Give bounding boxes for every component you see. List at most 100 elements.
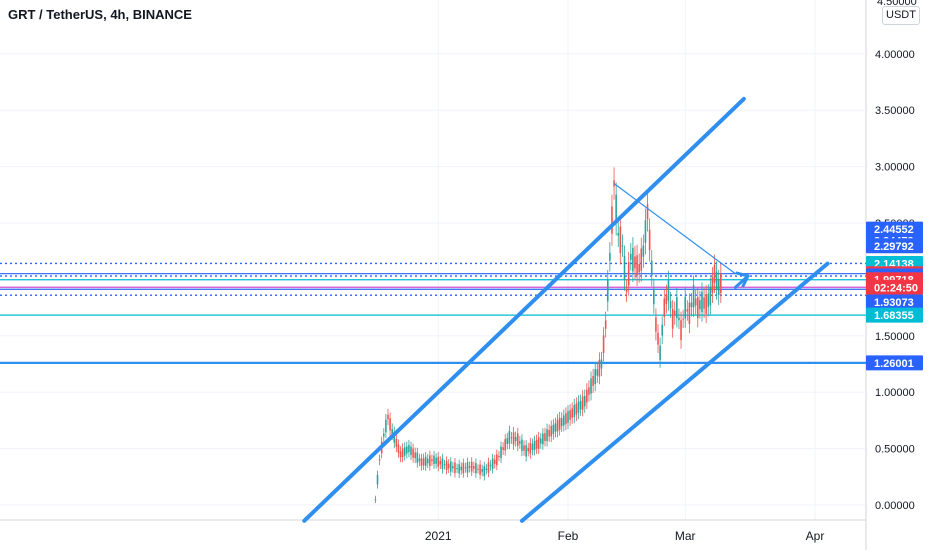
candle-body xyxy=(395,439,398,447)
candle-body xyxy=(458,464,460,474)
candle-body xyxy=(454,462,456,474)
candle-body xyxy=(640,248,643,271)
candle-body xyxy=(378,459,381,461)
candle-body xyxy=(629,253,632,260)
candle-body xyxy=(473,466,475,469)
price-tag xyxy=(866,294,923,310)
candle-body xyxy=(391,428,393,435)
triangle-trendline xyxy=(613,183,736,275)
candle-body xyxy=(625,289,628,293)
candle-body xyxy=(508,431,511,444)
candle-body xyxy=(609,252,611,261)
candle-body xyxy=(420,458,423,466)
candle-body xyxy=(665,294,668,304)
candle-body xyxy=(439,461,442,465)
candle-body xyxy=(491,458,494,469)
candle-body xyxy=(619,226,622,254)
breakout-arrowhead xyxy=(735,271,750,288)
candle-body xyxy=(422,458,425,466)
candle-body xyxy=(514,436,517,442)
price-tag xyxy=(866,221,923,237)
y-tick-label: 0.50000 xyxy=(875,444,915,456)
candle-body xyxy=(483,466,486,477)
candle-body xyxy=(481,469,483,472)
candle-body xyxy=(581,396,584,410)
candle-body xyxy=(556,419,559,432)
candle-body xyxy=(671,309,674,329)
candle-body xyxy=(516,433,519,446)
candle-body xyxy=(416,452,419,463)
candle-body xyxy=(433,455,435,465)
candle-body xyxy=(632,247,634,272)
candle-body xyxy=(621,245,624,247)
candle-body xyxy=(604,320,607,329)
y-tick-label: 3.00000 xyxy=(875,162,915,174)
candle-body xyxy=(596,369,599,376)
candle-body xyxy=(575,403,578,415)
candle-body xyxy=(529,442,532,454)
candle-body xyxy=(445,461,448,470)
candle-body xyxy=(569,410,571,420)
candle-body xyxy=(429,455,431,466)
candle-body xyxy=(598,359,601,377)
candle-body xyxy=(470,461,473,472)
candle-body xyxy=(410,446,412,456)
candle-body xyxy=(452,466,454,469)
candle-body xyxy=(487,462,490,473)
candle-body xyxy=(475,462,477,474)
candle-body xyxy=(544,433,546,441)
candle-body xyxy=(573,405,576,418)
price-tag xyxy=(866,307,923,323)
candle-body xyxy=(523,445,525,451)
candle-body xyxy=(688,302,691,324)
candle-body xyxy=(583,396,586,407)
candle-body xyxy=(414,452,416,459)
price-tag-label: 2.29792 xyxy=(874,241,914,253)
candle-body xyxy=(479,464,481,475)
price-tag-label: 1.26001 xyxy=(874,358,914,370)
candle-body xyxy=(615,194,617,224)
candle-body xyxy=(701,291,703,313)
candle-body xyxy=(720,273,722,293)
candle-body xyxy=(673,310,676,316)
currency-selector[interactable]: USDT xyxy=(882,6,920,25)
candle-body xyxy=(644,220,647,243)
y-tick-label: 1.00000 xyxy=(875,387,915,399)
candle-body xyxy=(412,448,414,458)
candle-body xyxy=(586,389,588,403)
candle-body xyxy=(560,418,563,427)
candle-body xyxy=(397,444,400,453)
candle-body xyxy=(401,448,404,458)
candle-body xyxy=(600,359,603,369)
candle-body xyxy=(717,279,720,296)
candle-body xyxy=(374,499,377,501)
candle-body xyxy=(646,204,649,220)
candle-body xyxy=(694,298,697,306)
candle-body xyxy=(690,302,693,308)
price-tag-label: 02:24:50 xyxy=(874,282,918,294)
candle-body xyxy=(548,429,550,437)
candle-body xyxy=(533,440,536,451)
candle-body xyxy=(676,297,678,319)
candle-body xyxy=(554,423,557,432)
candle-body xyxy=(588,387,590,395)
top-price-tick: 4.50000 xyxy=(877,0,917,8)
candle-body xyxy=(462,463,465,474)
candle-body xyxy=(711,277,714,293)
candle-body xyxy=(535,439,538,449)
candle-body xyxy=(657,332,659,345)
candle-body xyxy=(623,256,626,281)
candle-body xyxy=(713,264,716,283)
channel-trendline xyxy=(519,261,830,523)
price-tag-label: 1.93073 xyxy=(874,297,914,309)
candle-body xyxy=(709,287,712,306)
candle-body xyxy=(449,461,452,472)
candle-body xyxy=(537,437,540,449)
candle-body xyxy=(650,260,653,276)
y-tick-label: 4.00000 xyxy=(875,49,915,61)
grid xyxy=(0,0,865,520)
candle-body xyxy=(663,298,666,317)
candle-body xyxy=(571,408,573,418)
